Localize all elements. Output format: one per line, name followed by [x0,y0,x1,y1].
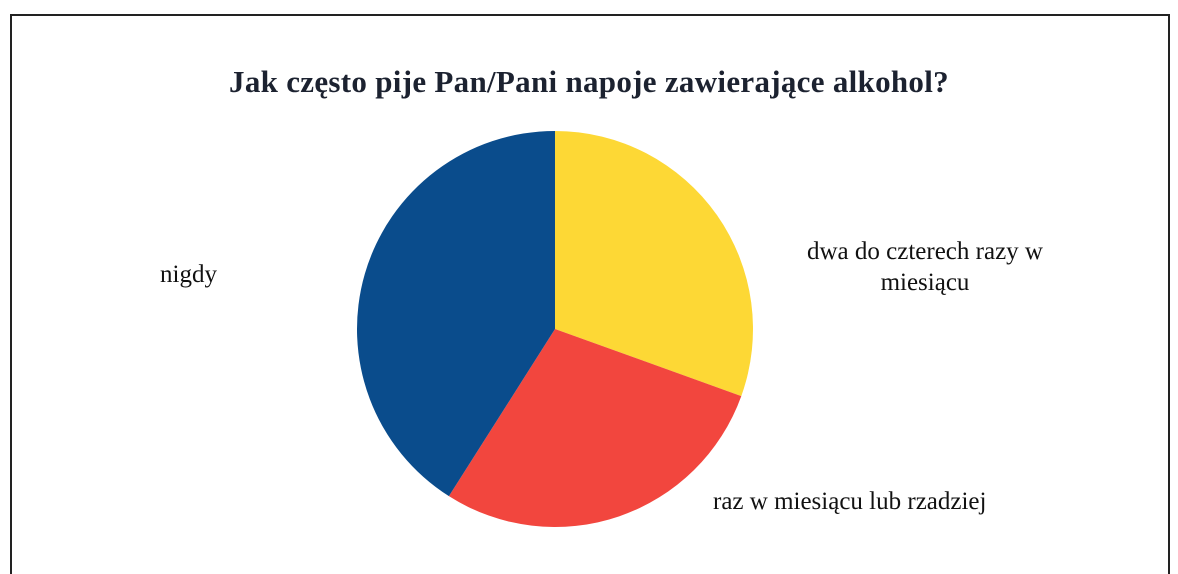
pie-slice-dwa-do-czterech [555,131,753,397]
pie-slice-raz-w-miesiacu [448,329,742,527]
pie-slice-nigdy [356,131,555,497]
chart-title: Jak często pije Pan/Pani napoje zawieraj… [229,64,949,99]
slice-label-raz-w-miesiacu: raz w miesiącu lub rzadziej [713,488,987,515]
slice-label-nigdy: nigdy [160,261,217,288]
pie-chart [356,131,753,527]
slice-label-dwa-do-czterech: dwa do czterech razy w miesiącu [807,238,1043,296]
